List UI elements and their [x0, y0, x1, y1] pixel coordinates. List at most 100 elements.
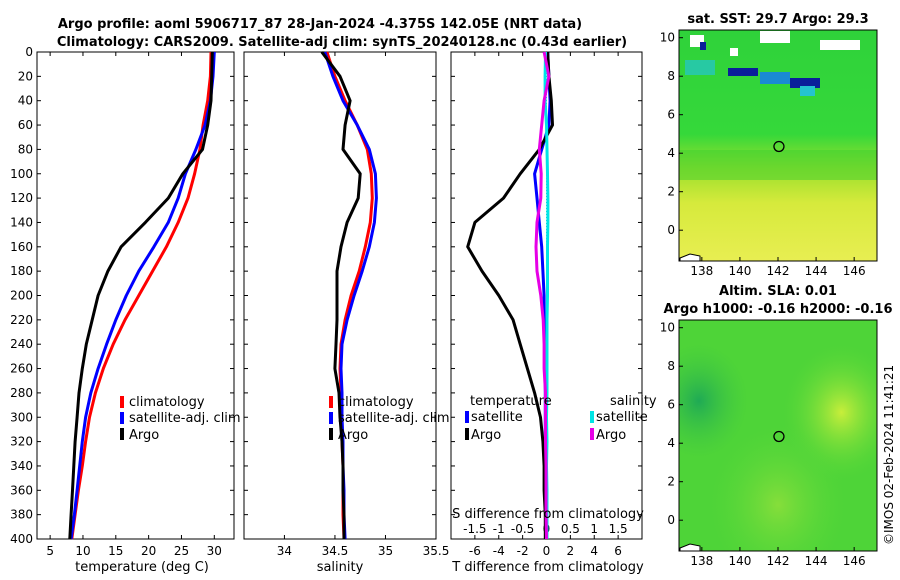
y-tick-label: 160 — [10, 240, 33, 254]
s-tick-label: -0.5 — [511, 522, 534, 536]
map-y-tick-label: 6 — [667, 398, 675, 412]
x-tick-label: 6 — [614, 544, 622, 558]
y-tick-label: 300 — [10, 410, 33, 424]
y-tick-label: 400 — [10, 532, 33, 546]
sla-map — [678, 319, 878, 552]
x-tick-label: 5 — [46, 544, 54, 558]
legend-label-argo: Argo — [129, 428, 159, 443]
x-tick-label: 20 — [141, 544, 156, 558]
difference-xlabel: T difference from climatology — [451, 560, 644, 575]
argo-location-marker — [773, 140, 785, 153]
legend-label-satellite: satellite-adj. clim — [129, 411, 241, 426]
legend-swatch-argo — [120, 428, 124, 440]
x-tick-label: 15 — [108, 544, 123, 558]
depth-axis: 0 20 40 60 80 100 120 140 160 180 200 220 240 260 280 3… — [10, 45, 33, 546]
coastline — [679, 253, 701, 262]
legend-label-satellite: satellite-adj. clim — [338, 411, 450, 426]
map-y-tick-label: 6 — [667, 108, 675, 122]
x-tick-label: 4 — [590, 544, 598, 558]
series-line-argo — [320, 51, 362, 539]
cool-patch — [800, 86, 815, 96]
salinity-legend: climatology satellite-adj. clim Argo — [329, 395, 450, 443]
sla-map-title-line1: Altim. SLA: 0.01 — [719, 284, 837, 299]
map-y-tick-label: 4 — [667, 146, 675, 160]
sst-map — [678, 29, 878, 262]
legend-swatch-climatology — [120, 396, 124, 408]
cloud-mask — [760, 31, 790, 43]
difference-panel: -6 -4 -2 0 2 4 6-1.5 -1 -0.5 0 0.5 1 1.5 — [450, 51, 643, 558]
sla-map-title-line2: Argo h1000: -0.16 h2000: -0.16 — [663, 302, 892, 317]
chart-title-line1: Argo profile: aoml 5906717_87 28-Jan-202… — [58, 17, 582, 32]
cloud-mask — [820, 40, 860, 50]
legend-swatch-temperature-argo — [465, 428, 469, 440]
map-y-tick-label: 0 — [667, 223, 675, 237]
y-tick-label: 360 — [10, 483, 33, 497]
legend-label-salinity-argo: Argo — [596, 428, 626, 443]
map-y-tick-label: 4 — [667, 436, 675, 450]
map-x-tick-label: 146 — [843, 264, 866, 278]
y-tick-label: 180 — [10, 264, 33, 278]
map-x-tick-label: 140 — [728, 554, 751, 568]
y-tick-label: 340 — [10, 459, 33, 473]
x-tick-label: 35 — [378, 544, 393, 558]
map-x-tick-label: 138 — [690, 554, 713, 568]
map-y-tick-label: 8 — [667, 69, 675, 83]
y-tick-label: 80 — [18, 142, 33, 156]
salinity-panel: 34 34.5 35 35.5 — [243, 51, 450, 558]
salinity-xlabel: salinity — [317, 560, 364, 575]
x-tick-label: -4 — [493, 544, 505, 558]
legend-swatch-climatology — [329, 396, 333, 408]
legend-label-temperature-satellite: satellite — [471, 410, 523, 425]
map-x-tick-label: 142 — [767, 554, 790, 568]
x-tick-label: 25 — [174, 544, 189, 558]
warm-band — [679, 150, 877, 180]
y-tick-label: 60 — [18, 118, 33, 132]
sst-map-title: sat. SST: 29.7 Argo: 29.3 — [687, 12, 868, 27]
y-tick-label: 20 — [18, 69, 33, 83]
y-tick-label: 320 — [10, 435, 33, 449]
sla-blob — [679, 320, 877, 551]
map-x-tick-label: 138 — [690, 264, 713, 278]
y-tick-label: 120 — [10, 191, 33, 205]
map-y-tick-label: 8 — [667, 359, 675, 373]
legend-swatch-argo — [329, 428, 333, 440]
y-tick-label: 220 — [10, 313, 33, 327]
legend-label-salinity-satellite: satellite — [596, 410, 648, 425]
map-y-tick-label: 2 — [667, 475, 675, 489]
legend-swatch-satellite — [120, 412, 124, 424]
map-x-tick-label: 140 — [728, 264, 751, 278]
cool-patch — [685, 60, 715, 75]
y-tick-label: 100 — [10, 167, 33, 181]
legend-label-climatology: climatology — [129, 395, 205, 410]
x-tick-label: 34.5 — [322, 544, 349, 558]
y-tick-label: 260 — [10, 362, 33, 376]
map-y-tick-label: 2 — [667, 185, 675, 199]
legend-swatch-satellite — [329, 412, 333, 424]
legend-swatch-salinity-satellite — [590, 411, 594, 423]
series-line-salinity-argo — [534, 51, 551, 540]
map-x-tick-label: 146 — [843, 554, 866, 568]
plot-frame — [243, 51, 437, 540]
difference-top-label: S difference from climatology — [452, 507, 644, 522]
map-y-tick-label: 10 — [660, 31, 675, 45]
x-tick-label: -6 — [469, 544, 481, 558]
y-tick-label: 200 — [10, 289, 33, 303]
legend-label-argo: Argo — [338, 428, 368, 443]
s-tick-label: -1.5 — [463, 522, 486, 536]
x-tick-label: 34 — [277, 544, 292, 558]
difference-legend: temperature salinity satellite Argo sate… — [465, 394, 657, 443]
y-tick-label: 380 — [10, 508, 33, 522]
map-x-tick-label: 142 — [767, 264, 790, 278]
temperature-panel: 5 10 15 20 25 30 — [36, 51, 235, 558]
cool-patch — [790, 78, 820, 88]
cool-patch — [700, 42, 706, 50]
legend-swatch-temperature-satellite — [465, 411, 469, 423]
cool-patch — [760, 72, 790, 84]
sst-map-axes: 138 140 142 144 146 10 8 6 4 2 0 — [660, 31, 866, 278]
legend-title-temperature: temperature — [470, 394, 552, 409]
x-tick-label: -2 — [517, 544, 529, 558]
y-tick-label: 280 — [10, 386, 33, 400]
x-tick-label: 35.5 — [423, 544, 450, 558]
y-tick-label: 40 — [18, 94, 33, 108]
